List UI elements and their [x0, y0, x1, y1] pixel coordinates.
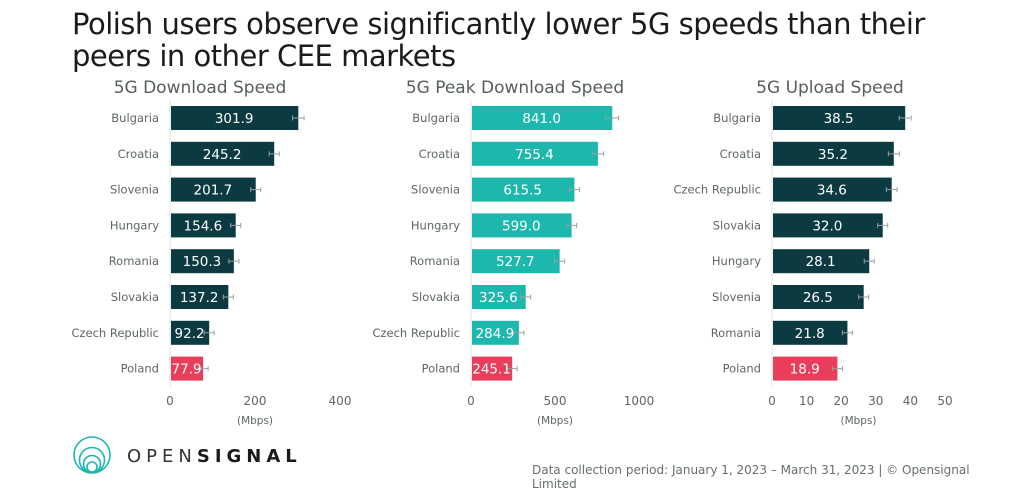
- bar-download[interactable]: [171, 141, 275, 166]
- value-label: 599.0: [502, 218, 541, 234]
- bar-upload[interactable]: [773, 141, 894, 166]
- category-label: Romania: [109, 254, 159, 268]
- value-label: 245.2: [203, 147, 242, 163]
- bar-peak-download[interactable]: [472, 249, 560, 274]
- value-label: 615.5: [503, 183, 542, 199]
- value-label: 137.2: [180, 290, 219, 306]
- bar-peak-download[interactable]: [472, 356, 513, 381]
- brand-signal: SIGNAL: [196, 446, 302, 467]
- bar-upload[interactable]: [773, 177, 892, 202]
- bar-peak-download[interactable]: [472, 320, 519, 345]
- x-tick-label: 0: [166, 394, 174, 408]
- opensignal-rings-icon: [73, 436, 111, 474]
- x-tick-label: 10: [799, 394, 814, 408]
- value-label: 38.5: [824, 111, 854, 127]
- category-label: Slovenia: [411, 183, 460, 197]
- value-label: 154.6: [184, 218, 223, 234]
- x-tick-label: 1000: [624, 394, 655, 408]
- brand-wordmark: OPENSIGNAL: [127, 446, 302, 467]
- x-axis-label: (Mbps): [237, 415, 273, 427]
- value-label: 325.6: [479, 290, 518, 306]
- bar-peak-download[interactable]: [472, 106, 613, 130]
- value-label: 841.0: [522, 111, 561, 127]
- page-title: Polish users observe significantly lower…: [72, 7, 925, 73]
- value-label: 92.2: [175, 326, 205, 342]
- bar-download[interactable]: [171, 285, 229, 309]
- value-label: 527.7: [496, 254, 535, 270]
- bar-peak-download[interactable]: [472, 177, 575, 202]
- bar-download[interactable]: [171, 106, 299, 130]
- category-label: Croatia: [419, 147, 460, 161]
- value-label: 150.3: [183, 254, 222, 270]
- x-tick-label: 200: [244, 394, 267, 408]
- chart-title-peak-download: 5G Peak Download Speed: [405, 78, 625, 98]
- chart-title-download: 5G Download Speed: [113, 78, 287, 98]
- value-label: 301.9: [215, 111, 254, 127]
- bar-upload[interactable]: [773, 285, 864, 309]
- category-label: Slovenia: [110, 183, 159, 197]
- value-label: 201.7: [194, 183, 233, 199]
- x-axis-label: (Mbps): [840, 415, 876, 427]
- x-tick-label: 0: [768, 394, 776, 408]
- category-label: Croatia: [118, 147, 159, 161]
- bar-upload[interactable]: [773, 356, 838, 381]
- category-label: Czech Republic: [673, 183, 761, 197]
- footer-note: Data collection period: January 1, 2023 …: [532, 463, 970, 491]
- x-tick-label: 50: [937, 394, 952, 408]
- value-label: 21.8: [795, 326, 825, 342]
- bar-upload[interactable]: [773, 106, 906, 130]
- value-label: 284.9: [476, 326, 515, 342]
- value-label: 32.0: [812, 218, 842, 234]
- x-tick-label: 20: [834, 394, 849, 408]
- bar-download[interactable]: [171, 213, 236, 238]
- value-label: 18.9: [790, 362, 820, 378]
- category-label: Slovakia: [713, 218, 761, 232]
- category-label: Slovakia: [412, 290, 460, 304]
- category-label: Hungary: [411, 218, 460, 232]
- category-label: Hungary: [110, 218, 159, 232]
- value-label: 245.1: [472, 362, 511, 378]
- charts-canvas: Bulgaria 301.9 Croatia 245.2 Slovenia 201.7 Hu…: [71, 100, 953, 427]
- category-label: Slovakia: [111, 290, 159, 304]
- category-label: Bulgaria: [713, 111, 761, 125]
- category-label: Czech Republic: [372, 326, 460, 340]
- value-label: 34.6: [817, 183, 847, 199]
- x-tick-label: 30: [868, 394, 883, 408]
- value-label: 755.4: [515, 147, 554, 163]
- category-label: Poland: [422, 362, 460, 376]
- value-label: 35.2: [818, 147, 848, 163]
- x-tick-label: 500: [544, 394, 567, 408]
- bar-upload[interactable]: [773, 213, 883, 238]
- bar-download[interactable]: [171, 249, 234, 274]
- category-label: Czech Republic: [71, 326, 159, 340]
- category-label: Romania: [711, 326, 761, 340]
- category-label: Slovenia: [712, 290, 761, 304]
- value-label: 26.5: [803, 290, 833, 306]
- category-label: Poland: [121, 362, 159, 376]
- x-tick-label: 40: [903, 394, 918, 408]
- x-tick-label: 0: [467, 394, 475, 408]
- x-tick-label: 400: [329, 394, 352, 408]
- bar-download[interactable]: [171, 320, 210, 345]
- category-label: Bulgaria: [412, 111, 460, 125]
- category-label: Poland: [723, 362, 761, 376]
- category-label: Hungary: [712, 254, 761, 268]
- category-label: Bulgaria: [111, 111, 159, 125]
- chart-title-upload: 5G Upload Speed: [756, 78, 904, 98]
- bar-peak-download[interactable]: [472, 213, 572, 238]
- bar-peak-download[interactable]: [472, 141, 598, 166]
- x-axis-label: (Mbps): [537, 415, 573, 427]
- bar-upload[interactable]: [773, 320, 848, 345]
- category-label: Romania: [410, 254, 460, 268]
- bar-peak-download[interactable]: [472, 285, 526, 309]
- brand-open: OPEN: [127, 446, 197, 467]
- value-label: 77.9: [172, 362, 202, 378]
- category-label: Croatia: [720, 147, 761, 161]
- bar-upload[interactable]: [773, 249, 870, 274]
- value-label: 28.1: [806, 254, 836, 270]
- bar-download[interactable]: [171, 177, 256, 202]
